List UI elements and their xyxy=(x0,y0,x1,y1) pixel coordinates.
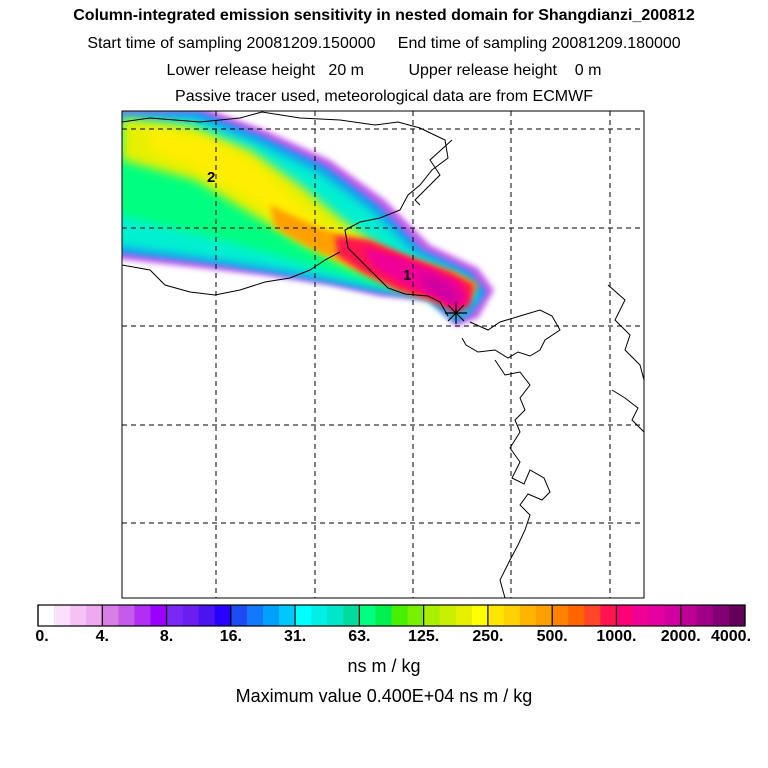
lower-release-height: Lower release height 20 m xyxy=(166,62,364,79)
coastlines xyxy=(122,111,644,598)
colorbar-swatch xyxy=(311,605,328,626)
coastline-peninsula xyxy=(414,139,453,206)
colorbar-tick-label: 16. xyxy=(219,628,242,645)
colorbar-tick-label: 1000. xyxy=(596,628,637,645)
colorbar-swatch xyxy=(391,605,409,626)
receptor-star-icon xyxy=(445,302,467,324)
colorbar-swatch xyxy=(423,605,441,626)
colorbar-tick-label: 500. xyxy=(536,628,568,645)
map-frame xyxy=(121,110,645,599)
colorbar-swatch xyxy=(471,605,489,626)
colorbar-swatch xyxy=(70,605,87,626)
colorbar-swatch xyxy=(375,605,392,626)
colorbar-swatch xyxy=(680,605,698,626)
colorbar-swatch xyxy=(407,605,425,626)
colorbar-swatch xyxy=(632,605,650,626)
release-heights: Lower release height 20 m Upper release … xyxy=(0,61,768,81)
colorbar-tick-label: 2000. xyxy=(660,628,701,645)
colorbar-swatch xyxy=(182,605,200,626)
colorbar-swatch xyxy=(38,605,55,626)
colorbar-swatch xyxy=(616,605,634,626)
colorbar-frame xyxy=(37,604,746,627)
plot-title: Column-integrated emission sensitivity i… xyxy=(73,7,695,24)
colorbar-swatch xyxy=(359,605,376,626)
colorbar-swatch xyxy=(279,605,296,626)
coastline-far-east-2 xyxy=(611,389,644,433)
colorbar-tick-label: 31. xyxy=(283,628,307,645)
colorbar-swatch xyxy=(230,605,248,626)
colorbar-swatch xyxy=(455,605,473,626)
colorbar-swatch xyxy=(503,605,521,626)
colorbar-tick-label: 125. xyxy=(408,628,440,645)
colorbar-tick-label: 4000. xyxy=(710,628,752,645)
colorbar-swatch xyxy=(343,605,360,626)
colorbar-swatch xyxy=(295,605,312,626)
colorbar-swatch xyxy=(198,605,216,626)
colorbar-swatch xyxy=(487,605,505,626)
upper-release-height: Upper release height 0 m xyxy=(408,62,602,79)
colorbar-tick-label: 0. xyxy=(35,628,49,645)
colorbar-tick-label: 4. xyxy=(95,628,109,645)
colorbar-tick-label: 8. xyxy=(159,628,174,645)
coastline-far-east xyxy=(607,284,644,381)
colorbar-swatch xyxy=(262,605,280,626)
colorbar-swatch xyxy=(214,605,232,626)
colorbar xyxy=(37,604,746,627)
graticule xyxy=(122,111,644,598)
sampling-times: Start time of sampling 20081209.150000 E… xyxy=(0,34,768,54)
colorbar-swatch xyxy=(327,605,344,626)
colorbar-swatch xyxy=(536,605,553,626)
colorbar-swatch xyxy=(728,605,746,626)
colorbar-swatch xyxy=(648,605,666,626)
colorbar-swatch xyxy=(439,605,457,626)
cluster-marker-2: 2 xyxy=(207,169,215,186)
colorbar-swatch xyxy=(102,605,119,626)
start-time: Start time of sampling 20081209.150000 xyxy=(87,35,376,52)
colorbar-swatch xyxy=(520,605,537,626)
colorbar-swatch xyxy=(712,605,730,626)
colorbar-swatch xyxy=(568,605,585,626)
colorbar-unit: ns m / kg xyxy=(347,656,421,676)
colorbar-swatch xyxy=(584,605,601,626)
colorbar-swatch xyxy=(600,605,617,626)
coastline-east-2 xyxy=(494,359,551,598)
plume-max xyxy=(420,272,460,306)
colorbar-tick-label: 63. xyxy=(348,628,371,645)
colorbar-swatch xyxy=(696,605,714,626)
coastline-east xyxy=(461,309,561,359)
cluster-marker-1: 1 xyxy=(403,267,411,284)
end-time: End time of sampling 20081209.180000 xyxy=(397,35,681,52)
colorbar-swatch xyxy=(118,605,135,626)
colorbar-swatch xyxy=(552,605,569,626)
colorbar-swatch xyxy=(54,605,71,626)
colorbar-tick-label: 250. xyxy=(472,628,504,645)
colorbar-swatch xyxy=(86,605,103,626)
tracer-info: Passive tracer used, meteorological data… xyxy=(175,88,593,105)
maximum-value-label: Maximum value 0.400E+04 ns m / kg xyxy=(235,686,533,706)
colorbar-swatch xyxy=(134,605,151,626)
coastline-north xyxy=(122,111,449,317)
colorbar-swatch xyxy=(664,605,682,626)
plume-field xyxy=(122,111,494,326)
colorbar-swatch xyxy=(246,605,264,626)
colorbar-swatch xyxy=(150,605,168,626)
colorbar-swatch xyxy=(166,605,184,626)
